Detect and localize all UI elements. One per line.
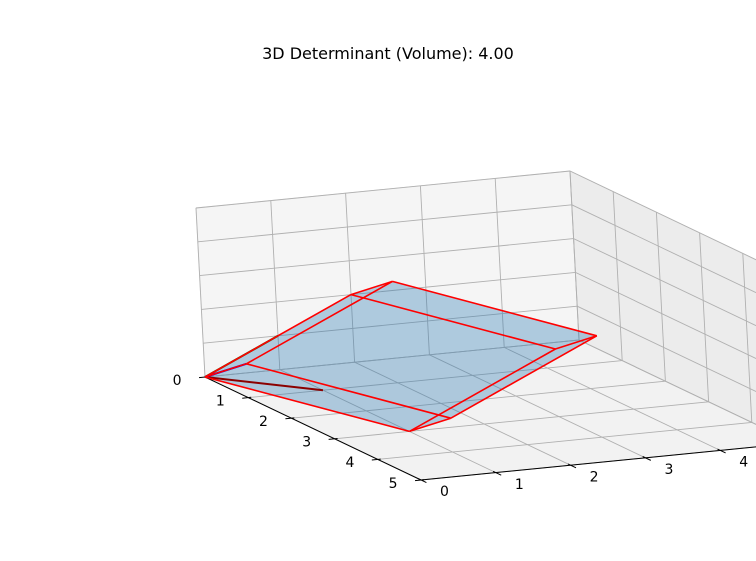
grid-line-z-right [578,339,756,425]
parallelepiped-edge [350,293,556,350]
parallelepiped-face [409,335,597,432]
x-tick-mark [371,458,381,461]
y-tick-label: 4 [739,455,748,471]
grid-line-y-floor [429,354,646,459]
parallelepiped-faces [205,281,597,432]
parallelepiped-face [246,281,597,419]
grid-line-z-left [197,204,572,243]
y-tick-label: 0 [440,484,449,500]
grid-line-y-wall [419,185,430,355]
parallelepiped-edge [450,335,598,419]
parallelepiped-edge [409,417,452,433]
grid-line-y-wall [494,178,505,348]
y-tick-label: 3 [664,462,673,478]
x-tick-mark [285,417,295,420]
x-tick-mark [328,438,338,440]
y-tick-mark [418,478,427,484]
parallelepiped-edge [392,280,598,337]
parallelepiped-edge [204,376,410,433]
x-tick-label: 3 [302,435,311,451]
parallelepiped-edge [409,348,556,433]
parallelepiped-edge [350,280,393,296]
y-tick-label: 2 [590,469,599,485]
y-tick-mark [567,463,577,469]
grid-line-z-left [199,238,574,277]
grid-lines [195,170,756,481]
grid-line-z-right [571,204,756,294]
axis-lines [204,376,756,481]
x-tick-label: 1 [216,393,225,409]
y-tick-mark [642,456,652,461]
y-tick-mark [717,448,726,454]
grid-line-y-wall [345,193,356,363]
parallelepiped-edge [246,280,393,365]
grid-line-x-wall [655,212,666,382]
parallelepiped-edge [204,293,352,378]
grid-line-x-wall [742,253,753,423]
grid-line-z-right [569,170,756,261]
grid-line-y-floor [354,361,571,466]
parallelepiped-edges [204,280,598,433]
x-tick-label: 0 [173,373,182,389]
grid-line-x-wall [612,191,623,361]
x-axis-line [204,376,422,481]
grid-line-y-wall [569,170,580,341]
parallelepiped-face [205,363,451,432]
x-tick-mark [414,479,425,482]
grid-line-x-floor [248,360,623,399]
grid-line-z-right [577,305,756,392]
parallelepiped-edge [204,363,247,378]
grid-line-z-right [575,271,756,360]
grid-line-y-floor [504,346,721,451]
grid-line-x-wall [699,232,710,402]
x-tick-mark [242,396,252,399]
grid-line-z-left [203,305,578,344]
x-tick-label: 2 [259,414,268,430]
y-axis-line [420,446,756,481]
grid-line-y-floor [279,369,496,474]
y-tick-label: 1 [515,477,524,493]
parallelepiped-face [205,294,556,432]
grid-line-x-floor [291,380,666,419]
grid-line-y-wall [195,207,206,378]
y-tick-mark [492,470,502,476]
axis-ticks: 012345012345012345 [173,373,749,500]
parallelepiped-edge [555,335,598,350]
parallelepiped-face [351,281,597,349]
chart-title: 3D Determinant (Volume): 4.00 [262,44,514,63]
grid-line-z-right [573,238,756,327]
grid-line-z-left [195,170,571,209]
grid-line-z-left [201,271,576,310]
grid-line-x-floor [334,401,709,440]
basis-vector [204,376,324,392]
grid-line-x-floor [377,421,752,460]
parallelepiped-face [205,281,393,377]
x-tick-label: 4 [345,455,354,471]
parallelepiped-edge [246,363,452,419]
x-tick-label: 5 [389,476,398,492]
grid-line-z-left [204,339,580,378]
grid-line-y-wall [270,200,281,370]
